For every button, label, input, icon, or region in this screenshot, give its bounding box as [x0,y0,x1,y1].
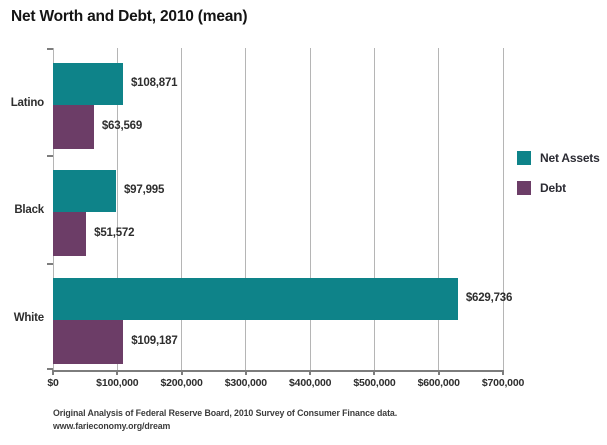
bar-debt [53,105,94,149]
category-axis: Latino Black White [0,48,46,370]
category-label: Black [14,204,44,217]
value-label: $97,995 [123,184,165,197]
x-axis-tick [309,370,312,375]
x-tick-label: $500,000 [353,377,396,389]
gridline [438,48,440,370]
x-axis-tick [502,370,504,375]
bar-debt [53,319,124,364]
x-tick-label: $600,000 [417,377,460,389]
x-axis-tick [52,370,54,375]
x-axis-tick [373,370,376,375]
category-label: Latino [10,97,44,109]
legend-item: Debt [517,181,600,195]
value-label: $51,572 [94,227,135,240]
x-tick-label: $400,000 [289,377,332,389]
legend-swatch [517,151,531,165]
x-tick-label: $100,000 [96,377,139,389]
gridline [181,48,183,370]
bar-net-assets [53,277,458,320]
value-label: $108,871 [130,77,178,89]
bar-net-assets [53,63,123,105]
x-tick-label: $200,000 [160,377,203,389]
legend-label: Debt [540,181,566,195]
y-axis-tick [47,262,53,265]
x-axis-tick [116,370,119,375]
chart-title: Net Worth and Debt, 2010 (mean) [11,8,248,25]
legend-label: Net Assets [540,151,600,165]
x-tick-label: $700,000 [481,377,525,389]
x-axis-tick [437,370,440,375]
value-label: $629,736 [465,291,513,304]
x-axis-line [52,370,504,372]
gridline [373,48,375,370]
value-label: $63,569 [101,120,143,132]
x-tick-label: $300,000 [224,377,267,389]
x-axis-tick [180,370,183,375]
legend-item: Net Assets [517,151,600,165]
bar-debt [53,212,87,257]
legend: Net Assets Debt [517,151,600,211]
x-tick-label: $0 [47,377,59,389]
source-note-line1: Original Analysis of Federal Reserve Boa… [53,408,398,418]
y-axis-tick [47,48,53,50]
gridline [245,48,247,370]
gridline [116,48,118,370]
source-note: Original Analysis of Federal Reserve Boa… [53,407,397,433]
x-axis-tick [244,370,247,375]
value-label: $109,187 [131,334,178,347]
plot-area: $108,871 $63,569 $97,995 $51,572 $629,736 $10… [47,48,512,375]
gridline [502,48,504,370]
x-axis-labels: $0 $100,000 $200,000 $300,000 $400,000 $500,0… [47,377,524,391]
legend-swatch [517,181,531,195]
gridline [309,48,311,370]
y-axis-tick [47,155,53,158]
category-label: White [13,311,45,324]
y-axis-tick [47,368,53,370]
source-note-line2: www.farieconomy.org/dream [53,420,171,431]
bar-net-assets [53,170,116,213]
